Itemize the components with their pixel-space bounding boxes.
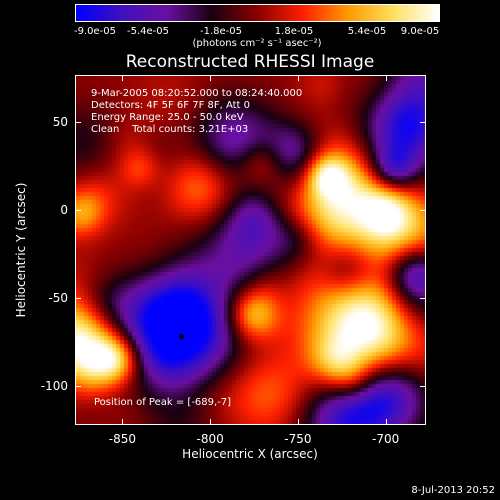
y-tick-mark — [75, 210, 81, 212]
y-tick-mark — [75, 298, 81, 300]
y-tick-label: 0 — [60, 203, 68, 218]
x-tick-mark — [385, 75, 387, 81]
info-time-range: 9-Mar-2005 08:20:52.000 to 08:24:40.000 — [91, 88, 303, 99]
y-tick-label: -50 — [48, 291, 68, 306]
y-tick-mark — [420, 210, 426, 212]
colorbar-tick-label: 9.0e-05 — [400, 26, 440, 37]
image-panel: 9-Mar-2005 08:20:52.000 to 08:24:40.000 … — [75, 75, 426, 425]
peak-marker — [178, 333, 184, 339]
colorbar-tick-label: -5.4e-05 — [127, 26, 169, 37]
x-tick-label: -800 — [196, 432, 224, 446]
rhessi-heatmap — [76, 76, 425, 424]
x-tick-mark — [297, 419, 299, 425]
x-tick-mark — [122, 75, 124, 81]
y-tick-mark — [420, 298, 426, 300]
plot-title: Reconstructed RHESSI Image — [125, 52, 375, 72]
colorbar-tick-label: -1.8e-05 — [200, 26, 242, 37]
colorbar-tick-label: -9.0e-05 — [74, 26, 116, 37]
x-tick-label: -700 — [372, 432, 400, 446]
x-tick-label: -850 — [108, 432, 136, 446]
y-tick-mark — [75, 122, 81, 124]
y-tick-label: 50 — [52, 115, 68, 130]
x-tick-mark — [210, 419, 212, 425]
y-tick-mark — [420, 122, 426, 124]
y-tick-label: -100 — [40, 379, 68, 394]
x-tick-label: -750 — [284, 432, 312, 446]
x-tick-mark — [122, 419, 124, 425]
x-tick-mark — [385, 419, 387, 425]
y-tick-mark — [420, 386, 426, 388]
x-tick-mark — [297, 75, 299, 81]
colorbar-tick-label: 1.8e-05 — [274, 26, 314, 37]
info-clean-counts: Clean Total counts: 3.21E+03 — [91, 124, 249, 135]
y-axis-label: Heliocentric Y (arcsec) — [14, 182, 28, 318]
colorbar-units: (photons cm⁻² s⁻¹ asec⁻²) — [192, 38, 322, 49]
timestamp: 8-Jul-2013 20:52 — [411, 485, 495, 496]
y-tick-mark — [75, 386, 81, 388]
colorbar-tick-label: 5.4e-05 — [347, 26, 387, 37]
x-axis-label: Heliocentric X (arcsec) — [182, 447, 318, 461]
colorbar-gradient — [76, 5, 439, 21]
peak-position-label: Position of Peak = [-689,-7] — [94, 397, 232, 408]
x-tick-mark — [210, 75, 212, 81]
colorbar — [75, 4, 440, 22]
info-energy-range: Energy Range: 25.0 - 50.0 keV — [91, 112, 244, 123]
info-detectors: Detectors: 4F 5F 6F 7F 8F, Att 0 — [91, 100, 251, 111]
